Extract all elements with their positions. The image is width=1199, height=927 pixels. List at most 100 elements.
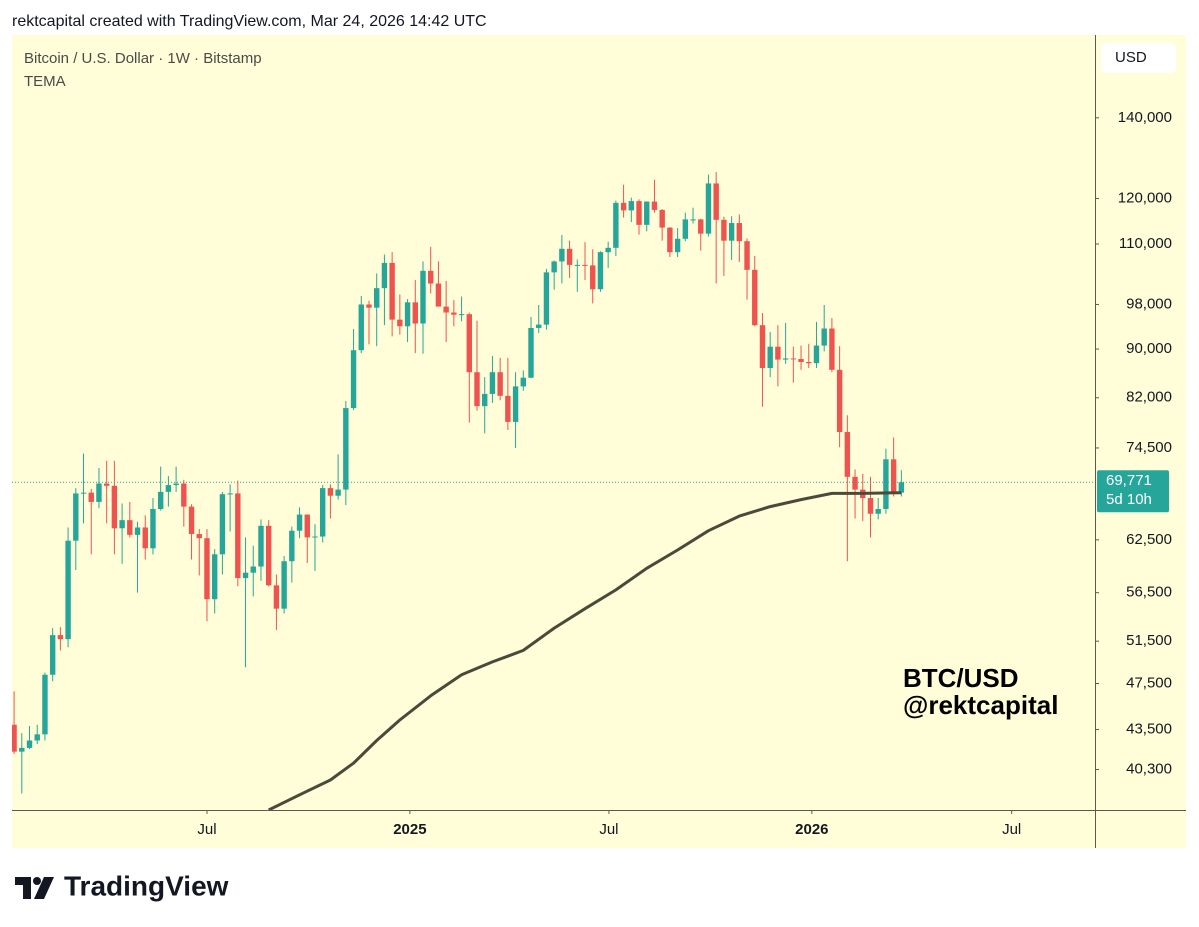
candle-body [528,327,534,378]
last-price-label: 69,771 [1106,472,1152,489]
candle-body [142,527,148,549]
candle-body [319,488,326,537]
candle-body [381,262,388,289]
candle-body [559,248,565,262]
y-tick-label: 43,500 [1126,720,1172,737]
candle-body [327,488,334,496]
y-tick-label: 120,000 [1118,189,1172,206]
candle-body [265,525,272,586]
candle-body [883,459,889,509]
candle-body [836,369,843,433]
candle-body [636,201,642,225]
x-tick-label: 2025 [393,821,426,838]
candle-body [119,520,125,529]
candle-body [281,561,287,609]
candle-body [644,201,650,225]
candle-body [728,223,735,241]
y-tick-label: 110,000 [1119,235,1172,252]
candle-body [127,520,133,535]
candle-body [474,372,480,407]
candle-body [505,395,511,422]
annotation-line: @rektcapital [903,690,1058,720]
candle-body [890,459,897,493]
y-tick-label: 47,500 [1126,674,1172,691]
candle-body [343,408,349,490]
candle-body [782,358,789,360]
candle-body [667,227,673,253]
candle-body [458,314,465,316]
candle-body [867,498,874,514]
candle-body [235,493,241,579]
candle-body [543,272,550,325]
candle-body [250,566,256,573]
indicator-legend: TEMA [24,73,66,90]
candle-body [389,262,395,320]
x-tick-label: Jul [599,821,618,838]
candle-body [752,269,758,326]
candle-body [551,261,557,273]
candle-body [227,493,233,495]
candle-body [134,527,141,535]
indicator-line [268,491,902,810]
candle-body [775,346,781,360]
candle-body [49,635,56,675]
y-tick-label: 74,500 [1126,439,1172,456]
credit: rektcapital created with TradingView.com… [12,13,487,30]
candle-body [150,508,156,549]
candle-body [721,219,727,241]
candle-body [219,494,226,555]
chart-background [12,35,1186,848]
candle-body [188,506,195,535]
y-tick-label: 140,000 [1118,109,1172,126]
candle-body [520,377,526,387]
candle-body [181,483,187,507]
candle-body [26,740,33,748]
candle-body [482,393,488,407]
candle-body [42,674,48,735]
candle-body [767,346,773,368]
y-tick-label: 98,000 [1126,295,1172,312]
candle-body [420,270,426,324]
last-price-box [1097,470,1169,513]
candle-body [620,202,627,211]
candle-body [374,288,380,308]
candle-body [88,492,94,502]
candle-body [335,489,341,496]
bar-countdown: 5d 10h [1106,491,1152,508]
candle-body [651,201,658,210]
candle-body [12,724,17,752]
candle-body [65,540,71,640]
candle-body [659,209,665,228]
candle-body [111,485,118,529]
candle-body [798,359,804,362]
candle-body [165,485,172,492]
y-tick-label: 56,500 [1126,584,1172,601]
symbol-title: Bitcoin / U.S. Dollar · 1W · Bitstamp [24,50,262,67]
candle-body [19,747,25,752]
candle-body [443,306,449,313]
candle-body [536,324,542,328]
candle-body [412,302,418,324]
currency-button[interactable] [1101,43,1176,73]
candle-body [605,247,611,253]
candle-body [435,283,442,307]
candle-body [173,483,179,486]
candle-body [682,219,689,239]
candle-body [736,223,743,242]
candle-body [258,525,264,567]
candle-body [875,508,881,514]
candle-body [613,202,619,248]
candle-body [366,304,372,308]
candle-body [597,252,604,290]
candle-body [289,530,295,562]
candle-body [813,345,820,364]
x-tick-label: 2026 [795,821,828,838]
candle-body [759,325,766,368]
candle-body [80,492,87,494]
candle-body [512,386,519,422]
candle-body [397,319,403,327]
candle-body [304,514,310,538]
tradingview-logo-icon [15,877,54,899]
currency-label[interactable]: USD [1115,49,1147,66]
candle-body [705,183,712,234]
